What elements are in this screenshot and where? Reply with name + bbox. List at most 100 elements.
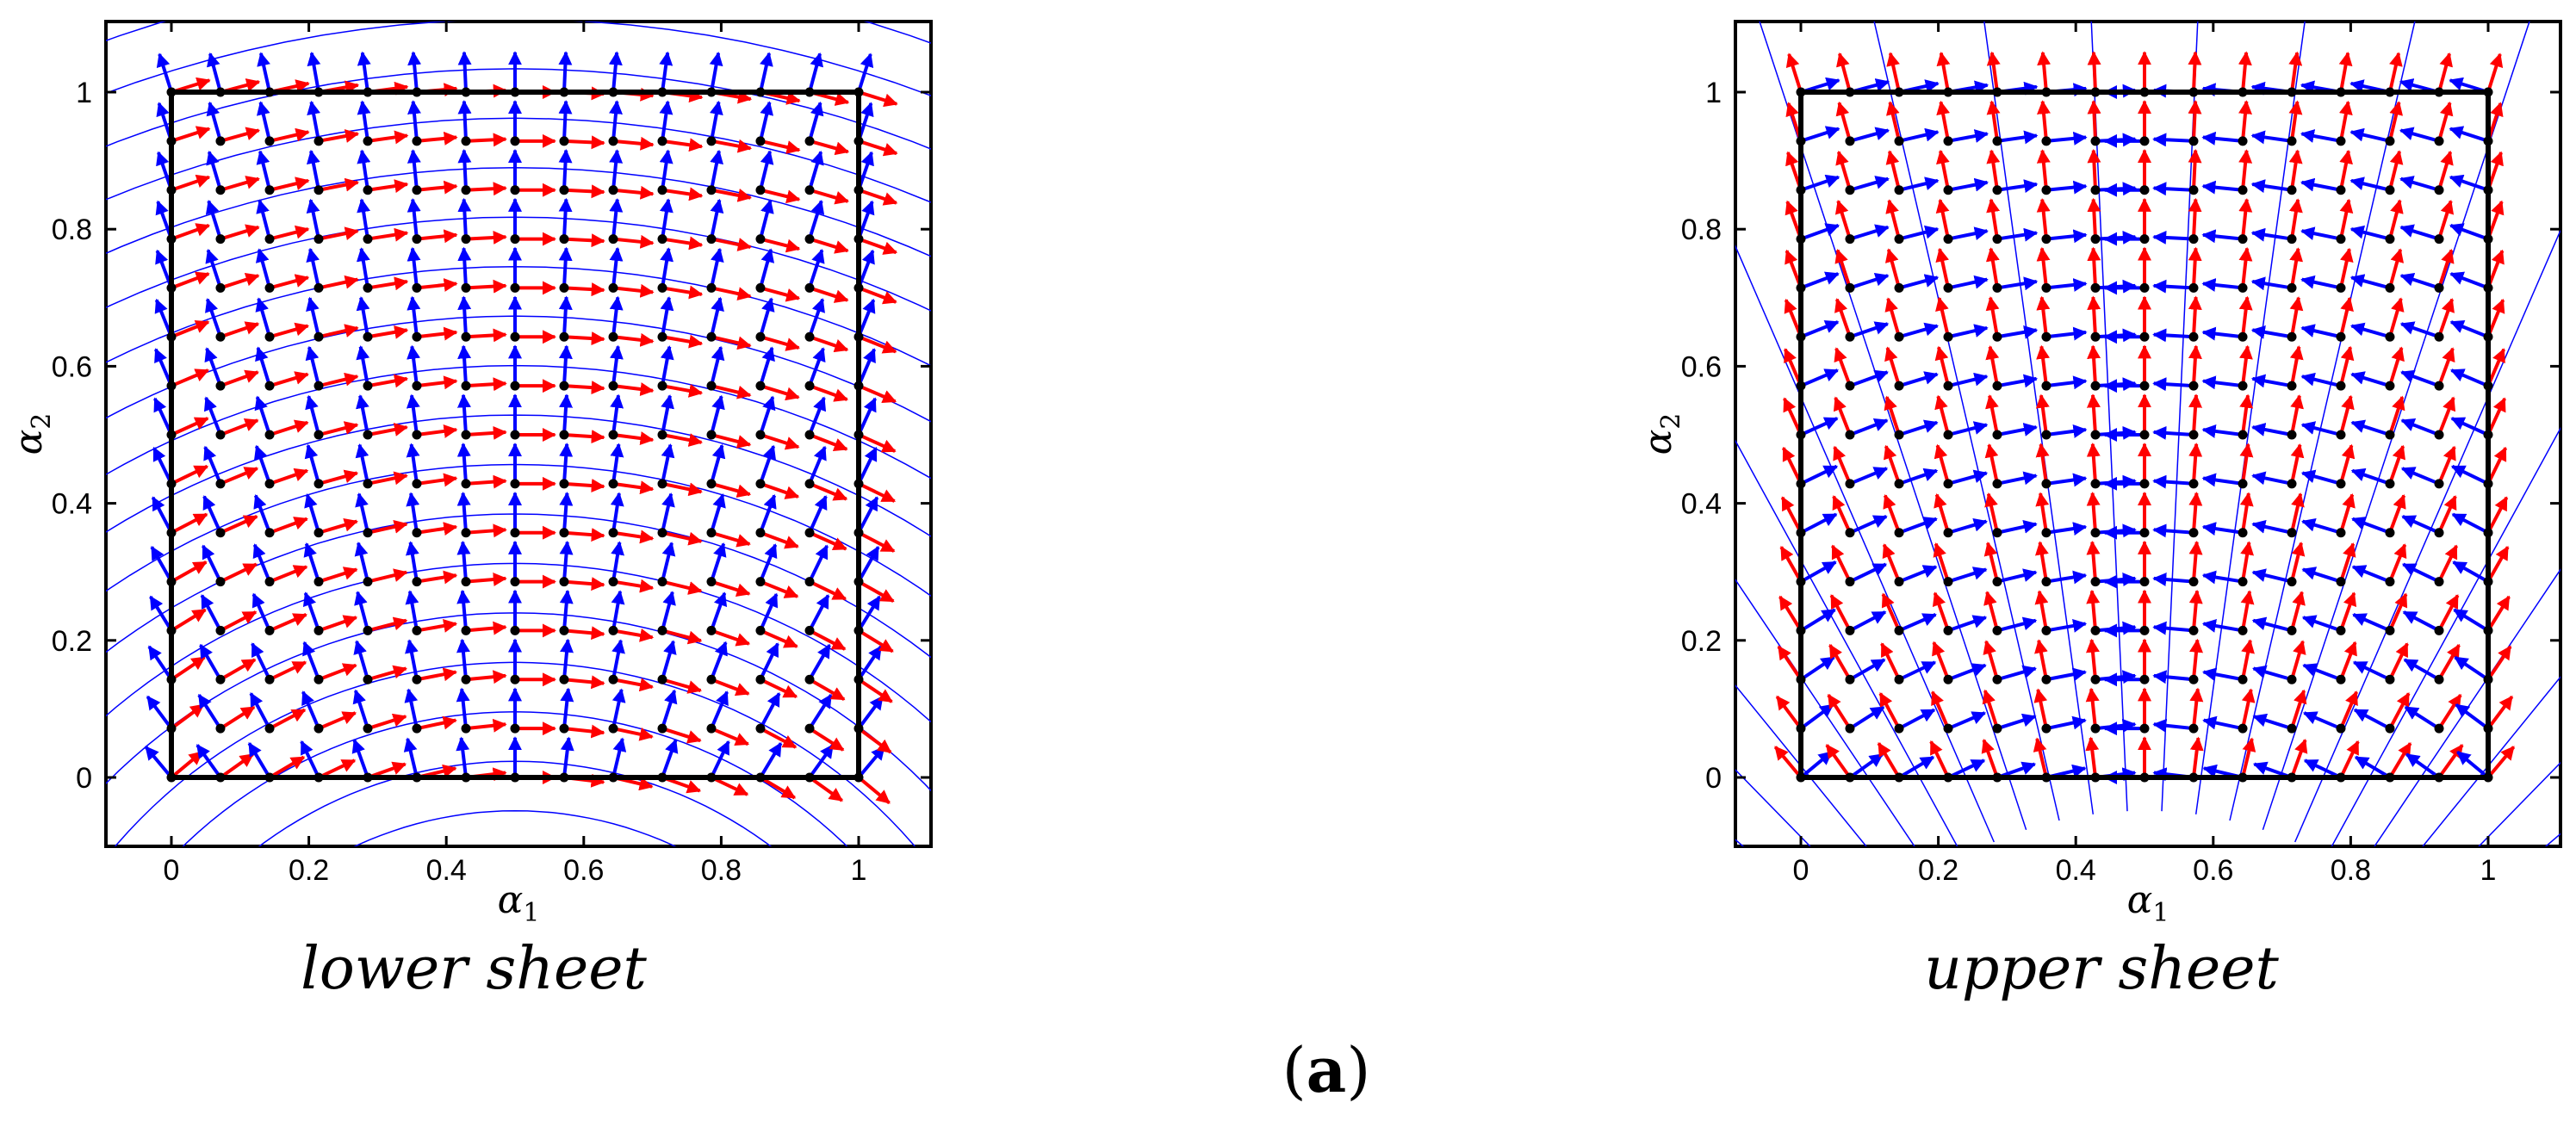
grid-point	[706, 723, 717, 734]
grid-point	[559, 674, 569, 684]
red-arrow	[2437, 544, 2458, 583]
blue-arrow	[2349, 225, 2391, 241]
grid-point	[706, 331, 717, 342]
grid-point	[2139, 331, 2150, 342]
blue-arrow	[609, 246, 624, 288]
blue-arrow	[456, 393, 471, 436]
blue-arrow	[2045, 278, 2088, 292]
red-arrow	[171, 223, 211, 241]
red-arrow	[1831, 544, 1852, 583]
blue-arrow	[255, 248, 271, 288]
blue-arrow	[301, 690, 320, 729]
grid-point	[1992, 772, 2002, 783]
blue-arrow	[153, 397, 173, 436]
grid-point	[1992, 479, 2002, 489]
red-arrow	[1834, 199, 1852, 240]
grid-point	[1943, 136, 1953, 146]
flow-line	[1735, 839, 1745, 846]
blue-arrow	[2300, 372, 2342, 388]
grid-point	[853, 723, 864, 734]
red-arrow	[318, 567, 358, 584]
red-arrow	[220, 321, 260, 339]
grid-point	[2483, 625, 2493, 635]
blue-arrow	[146, 695, 173, 730]
grid-point	[2483, 282, 2493, 293]
grid-point	[608, 723, 618, 734]
grid-point	[166, 723, 177, 734]
blue-arrow	[808, 495, 828, 534]
grid-point	[2238, 625, 2248, 635]
grid-point	[412, 723, 422, 734]
grid-point	[461, 479, 471, 489]
grid-point	[853, 87, 864, 97]
grid-point	[166, 674, 177, 684]
blue-arrow	[2045, 131, 2088, 146]
red-arrow	[220, 562, 258, 584]
grid-point	[510, 479, 520, 489]
blue-arrow	[661, 739, 679, 778]
grid-point	[2139, 282, 2150, 293]
grid-point	[166, 282, 177, 293]
red-arrow	[2339, 641, 2357, 680]
blue-arrow	[1849, 321, 1890, 339]
blue-arrow	[200, 594, 222, 632]
grid-point	[2483, 479, 2493, 489]
red-arrow	[2290, 640, 2306, 680]
grid-point	[2188, 577, 2199, 587]
blue-arrow	[1996, 276, 2039, 291]
x-axis-label: α1	[498, 878, 540, 928]
red-arrow	[2085, 687, 2100, 729]
red-arrow	[2388, 543, 2407, 583]
blue-arrow	[759, 199, 774, 240]
blue-arrow	[197, 693, 222, 730]
red-arrow	[2239, 492, 2254, 534]
grid-point	[1845, 185, 1855, 195]
blue-arrow	[305, 394, 320, 436]
grid-point	[2385, 381, 2395, 391]
grid-point	[461, 772, 471, 783]
blue-arrow	[2352, 613, 2391, 633]
blue-arrow	[759, 444, 776, 485]
grid-point	[412, 528, 422, 538]
blue-arrow	[355, 492, 369, 534]
red-arrow	[416, 326, 458, 341]
grid-point	[853, 136, 864, 146]
blue-arrow	[2202, 715, 2244, 731]
grid-point	[2090, 234, 2101, 245]
grid-point	[2139, 381, 2150, 391]
grid-point	[2238, 331, 2248, 342]
blue-arrow	[307, 149, 320, 191]
blue-arrow	[1849, 369, 1889, 388]
grid-point	[608, 87, 618, 97]
grid-point	[412, 282, 422, 293]
grid-point	[2483, 674, 2493, 684]
blue-arrow	[1898, 468, 1939, 486]
red-arrow	[2087, 197, 2101, 239]
grid-point	[215, 331, 226, 342]
blue-arrow	[2349, 176, 2391, 192]
red-arrow	[1986, 100, 2001, 142]
blue-arrow	[2350, 371, 2391, 388]
grid-point	[2238, 87, 2248, 97]
grid-point	[1796, 577, 1806, 587]
blue-arrow	[206, 150, 222, 191]
grid-point	[510, 528, 520, 538]
x-tick-label: 0.2	[289, 854, 329, 887]
blue-arrow	[710, 740, 730, 778]
red-arrow	[1785, 53, 1803, 93]
red-arrow	[563, 479, 605, 493]
red-arrow	[2437, 445, 2456, 485]
blue-arrow	[256, 199, 271, 240]
blue-arrow	[1996, 130, 2039, 145]
grid-point	[264, 185, 275, 195]
blue-arrow	[2250, 179, 2293, 194]
grid-point	[2041, 430, 2051, 440]
grid-point	[1796, 723, 1806, 734]
red-arrow	[1834, 249, 1852, 289]
blue-arrow	[1849, 515, 1888, 535]
red-arrow	[858, 90, 898, 108]
blue-arrow	[611, 639, 625, 680]
grid-point	[2090, 381, 2101, 391]
blue-arrow	[2399, 321, 2440, 339]
red-arrow	[1935, 247, 1950, 288]
